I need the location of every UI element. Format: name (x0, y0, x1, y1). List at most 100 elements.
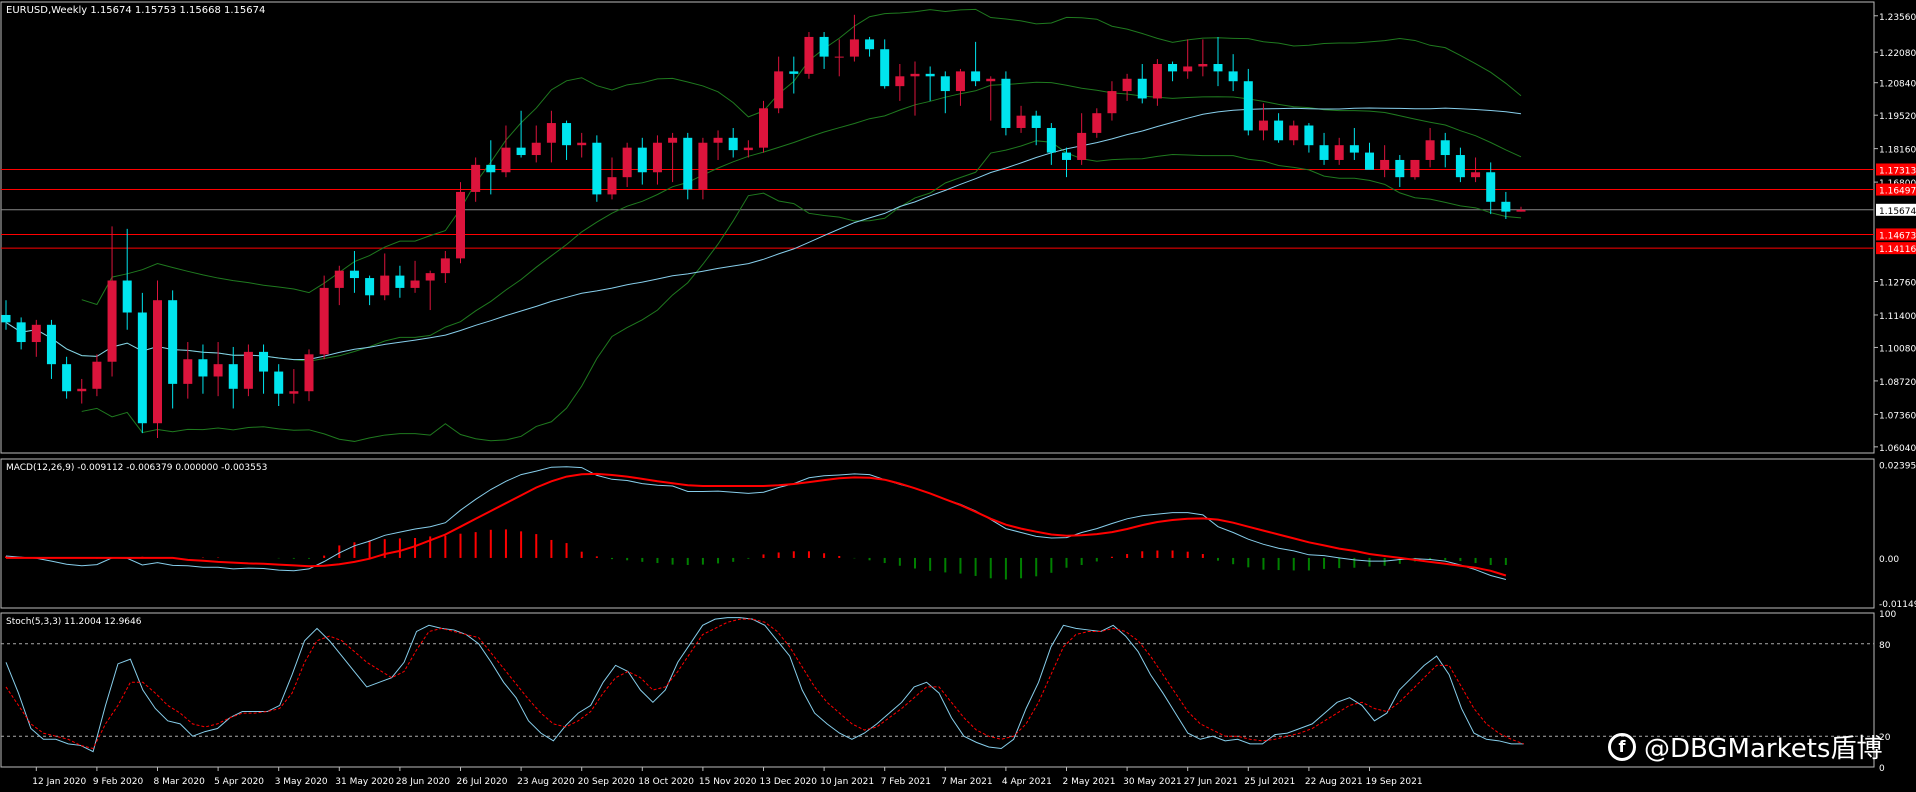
candle (471, 157, 481, 202)
candle-body (895, 76, 905, 87)
candle (986, 76, 996, 121)
candle-body (925, 73, 935, 77)
candle-body (1486, 172, 1496, 202)
stoch-signal-line (5, 618, 1524, 750)
candle (849, 14, 859, 62)
candle (1198, 39, 1208, 77)
candle (107, 226, 117, 377)
candle-body (622, 147, 632, 178)
candle-body (1440, 140, 1450, 156)
candle-body (183, 359, 193, 384)
candle (1425, 127, 1435, 168)
candle (334, 265, 344, 306)
candle (637, 137, 647, 185)
candle (1137, 64, 1147, 104)
candle (456, 182, 465, 264)
macd-signal-line (6, 472, 1507, 577)
candle-body (319, 287, 329, 355)
candle (243, 344, 253, 397)
candle (1471, 157, 1481, 183)
candle (940, 71, 950, 114)
main-frame (0, 1, 1875, 454)
candle (486, 140, 496, 195)
candle (1213, 36, 1223, 87)
candle (683, 132, 693, 200)
candle (531, 125, 541, 163)
stochastic-title: Stoch(5,3,3) 11.2004 12.9646 (6, 617, 142, 627)
candle-body (940, 76, 950, 92)
candle-body (395, 275, 405, 288)
date-label: 26 Jul 2020 (457, 777, 508, 787)
candle (895, 64, 905, 101)
candle-body (410, 280, 420, 288)
candle (62, 356, 72, 399)
candle-body (1077, 132, 1087, 160)
watermark-text: @DBGMarkets盾博 (1644, 734, 1883, 764)
level-tag (1876, 163, 1916, 176)
candle (819, 32, 829, 69)
candle-body (289, 391, 299, 394)
candle (1228, 54, 1238, 92)
candle (1501, 191, 1511, 220)
candle-body (1152, 64, 1162, 99)
candle-body (516, 147, 526, 156)
candle-body (501, 147, 511, 173)
candle-body (1016, 115, 1026, 128)
candle (1258, 103, 1268, 141)
date-label: 23 Aug 2020 (517, 777, 575, 787)
candle (440, 250, 450, 283)
candle (1001, 71, 1011, 136)
candle (1334, 137, 1344, 165)
candle (501, 125, 511, 178)
candle (122, 228, 132, 330)
stoch-tick-label: 20 (1879, 733, 1891, 743)
price-pane[interactable] (1, 8, 1874, 442)
date-label: 3 May 2020 (275, 777, 328, 787)
candle-body (31, 324, 41, 343)
candle (1516, 206, 1526, 212)
candle (1395, 155, 1405, 188)
candle (213, 342, 223, 397)
candle (562, 120, 572, 160)
candle (319, 275, 329, 360)
price-tick-label: 1.07360 (1879, 411, 1916, 421)
current-price-tag (1876, 203, 1916, 216)
candle (925, 66, 935, 101)
candle-body (804, 36, 814, 74)
price-tick-label: 1.15674 (1879, 207, 1916, 217)
candle-body (1031, 115, 1041, 128)
candle (698, 137, 708, 200)
candle (880, 39, 890, 89)
candle-body (683, 137, 693, 190)
candle-body (668, 137, 678, 143)
candle-body (592, 142, 602, 195)
price-tick-label: 1.11400 (1879, 312, 1916, 322)
candle (1, 300, 11, 330)
candle-body (365, 278, 375, 296)
candle-body (1334, 145, 1344, 160)
candle-body (440, 258, 450, 274)
level-label: 1.16497 (1879, 187, 1916, 197)
date-label: 30 May 2021 (1123, 777, 1182, 787)
candle (395, 265, 405, 298)
candle-body (971, 71, 981, 82)
macd-title: MACD(12,26,9) -0.009112 -0.006379 0.0000… (6, 463, 267, 473)
candle (1046, 123, 1056, 165)
candle (183, 342, 193, 399)
candle-body (1198, 64, 1208, 67)
level-label: 1.14116 (1879, 245, 1916, 255)
candle (607, 157, 617, 200)
candle-body (153, 300, 162, 424)
macd-pane[interactable] (5, 466, 1507, 580)
candle-body (759, 108, 768, 148)
candle-body (1046, 127, 1056, 153)
stochastic-pane[interactable] (1, 617, 1874, 753)
date-label: 9 Feb 2020 (93, 777, 144, 787)
candle-body (168, 300, 178, 384)
candle-body (1183, 66, 1193, 72)
candle (865, 36, 875, 57)
date-label: 7 Mar 2021 (941, 777, 992, 787)
candle-body (1213, 64, 1223, 72)
level-tag (1876, 228, 1916, 241)
